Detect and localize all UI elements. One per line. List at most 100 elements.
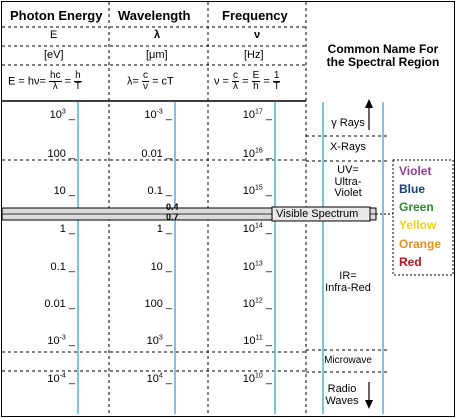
formula-energy-f2-den: T — [74, 81, 81, 92]
wavelength-value-base: 100 — [144, 298, 163, 310]
wavelength-value-base: 10 — [150, 261, 163, 273]
wavelength-value-1: 0.01 _ — [141, 149, 172, 160]
tick-mark: _ — [162, 148, 172, 160]
radio-arrow-head — [365, 400, 373, 409]
frequency-value-exponent: 13 — [255, 260, 263, 268]
header-wavelength: Wavelength — [118, 8, 191, 23]
tick-mark: _ — [65, 261, 75, 273]
header-frequency: Frequency — [222, 8, 288, 23]
colors-box — [392, 159, 454, 276]
wavelength-value-exponent: -3 — [156, 108, 163, 116]
frequency-value-4: 1013 _ — [243, 260, 272, 273]
formula-wavelength-lhs: λ= — [127, 75, 139, 88]
wavelength-value-3: 1 _ — [157, 224, 172, 235]
region-radio-2: Waves — [325, 394, 359, 407]
tick-mark: _ — [162, 373, 172, 385]
energy-value-exponent: -3 — [59, 334, 66, 342]
region-uv: UV= Ultra- Violet — [318, 164, 378, 200]
frequency-value-base: 10 — [242, 298, 256, 310]
region-radio: Radio Waves — [316, 383, 368, 407]
frequency-value-base: 10 — [242, 185, 256, 197]
wavelength-value-base: 10 — [146, 335, 159, 347]
region-gamma-label: γ Rays — [331, 117, 365, 129]
frequency-value-exponent: 17 — [255, 108, 263, 116]
formula-energy-lhs: E = hν= — [8, 75, 46, 88]
region-uv-1: UV= — [337, 164, 359, 176]
tick-mark: _ — [262, 261, 272, 273]
tick-mark: _ — [162, 335, 172, 347]
formula-wavelength-rhs: = cT — [152, 75, 174, 88]
frequency-value-exponent: 10 — [255, 372, 263, 380]
frequency-value-base: 10 — [242, 109, 256, 121]
visible-wl-top: 0.4 — [166, 202, 179, 212]
wavelength-value-base: 0.01 — [141, 148, 163, 160]
energy-value-6: 10-3 _ — [47, 334, 75, 347]
color-blue: Blue — [399, 182, 426, 196]
energy-value-2: 10 _ — [54, 186, 75, 197]
frequency-value-0: 1017 _ — [242, 108, 272, 121]
frequency-value-exponent: 15 — [255, 184, 263, 192]
formula-frequency-f1-den: λ — [233, 81, 239, 92]
frequency-value-exponent: 16 — [255, 147, 263, 155]
frequency-value-7: 1010 _ — [243, 372, 272, 385]
frequency-value-base: 10 — [242, 223, 256, 235]
tick-mark: _ — [65, 373, 75, 385]
symbol-energy: E — [50, 29, 58, 41]
energy-value-base: 10 — [47, 335, 60, 347]
energy-value-exponent: 3 — [61, 108, 66, 116]
frequency-value-1: 1016 _ — [242, 147, 272, 160]
formula-wavelength-f1-num: c — [142, 70, 149, 82]
unit-energy: [eV] — [44, 49, 64, 61]
wavelength-value-7: 104 _ — [147, 372, 172, 385]
color-green: Green — [399, 200, 434, 214]
tick-mark: _ — [65, 298, 75, 310]
frequency-value-exponent: 11 — [255, 334, 263, 342]
energy-value-1: 100 _ — [47, 149, 75, 160]
tick-mark: _ — [262, 185, 272, 197]
color-orange: Orange — [399, 237, 442, 251]
formula-frequency-f3-den: T — [273, 81, 280, 92]
symbol-wavelength: λ — [154, 29, 161, 41]
visible-wl-bottom: 0.7 — [166, 212, 179, 222]
tick-mark: _ — [262, 148, 272, 160]
energy-value-base: 10 — [49, 109, 62, 121]
formula-frequency-f2-num: E — [251, 70, 261, 82]
wavelength-value-4: 10 _ — [151, 262, 172, 273]
tick-mark: _ — [162, 223, 172, 235]
region-radio-1: Radio — [327, 383, 357, 395]
energy-value-exponent: -4 — [59, 372, 66, 380]
frequency-value-5: 1012 _ — [242, 297, 272, 310]
visible-spectrum-label: Visible Spectrum — [276, 208, 359, 220]
wavelength-value-base: 1 — [156, 223, 163, 235]
formula-frequency-f3-num: 1 — [272, 70, 281, 82]
region-uv-3: Violet — [334, 187, 362, 200]
wavelength-value-base: 0.1 — [147, 185, 163, 197]
frequency-value-base: 10 — [243, 335, 256, 347]
wavelength-value-5: 100 _ — [144, 299, 172, 310]
formula-energy-f1-den: λ — [52, 81, 58, 92]
energy-value-base: 10 — [47, 373, 60, 385]
color-yellow: Yellow — [399, 218, 437, 232]
tick-mark: _ — [65, 223, 75, 235]
tick-mark: _ — [162, 109, 172, 121]
formula-frequency-f2-den: h — [253, 81, 259, 92]
frequency-value-3: 1014 _ — [242, 222, 272, 235]
formula-frequency-mid2: = — [263, 75, 270, 88]
tick-mark: _ — [65, 185, 75, 197]
frequency-value-base: 10 — [242, 148, 256, 160]
unit-wavelength: [μm] — [146, 49, 168, 61]
energy-value-base: 100 — [47, 148, 66, 160]
energy-value-base: 0.01 — [44, 298, 66, 310]
energy-value-0: 103 _ — [49, 108, 75, 121]
tick-mark: _ — [65, 148, 75, 160]
energy-value-base: 1 — [59, 223, 66, 235]
formula-energy-f1-num: hc — [48, 70, 62, 82]
region-ir-2: Infra-Red — [325, 281, 371, 294]
symbol-frequency: ν — [254, 29, 261, 41]
region-ir-1: IR= — [339, 270, 357, 282]
region-uv-2: Ultra- — [334, 175, 362, 188]
